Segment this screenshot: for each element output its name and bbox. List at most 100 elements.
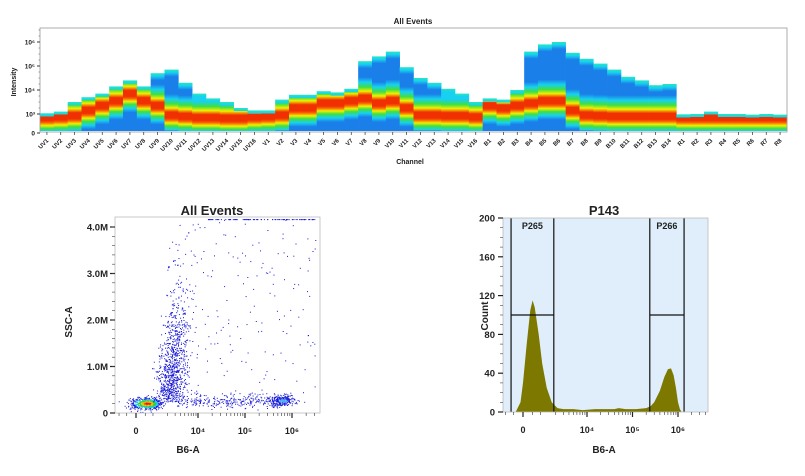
scatter-point [193, 312, 194, 313]
scatter-point [207, 219, 209, 221]
scatter-point [312, 219, 313, 221]
scatter-point [171, 332, 173, 334]
scatter-point [171, 389, 173, 391]
scatter-point [163, 355, 165, 357]
scatter-point [161, 389, 163, 391]
scatter-point [188, 370, 190, 372]
scatter-point [172, 375, 174, 377]
scatter-point [279, 402, 281, 404]
gate-p265[interactable]: P265 [510, 218, 555, 412]
scatter-point [180, 375, 182, 377]
scatter-point [186, 403, 188, 405]
scatter-point [180, 378, 182, 380]
scatter-point [275, 404, 277, 406]
scatter-point [162, 394, 164, 396]
scatter-point [160, 366, 162, 368]
scatter-point [149, 408, 151, 409]
y-tick-label: 2.0M [87, 316, 108, 327]
scatter-point [163, 392, 165, 394]
scatter-point [173, 363, 175, 365]
scatter-point [175, 365, 177, 367]
scatter-point [307, 291, 308, 293]
scatter-point [177, 392, 179, 394]
scatter-point [244, 408, 246, 410]
scatter-point [275, 396, 277, 398]
scatter-point [173, 290, 174, 292]
scatter-point [229, 335, 231, 337]
channel-label: UV6 [107, 138, 120, 151]
scatter-point [159, 365, 161, 367]
scatter-point [225, 219, 227, 221]
scatter-point [203, 251, 205, 252]
scatter-point [170, 372, 172, 374]
scatter-point [173, 354, 175, 356]
scatter-point [150, 410, 152, 412]
scatter-point [196, 390, 198, 392]
scatter-point [178, 391, 179, 393]
scatter-point [158, 401, 160, 403]
scatter-point [189, 290, 191, 292]
scatter-point [236, 401, 238, 403]
scatter-point [173, 338, 175, 340]
scatter-point [298, 284, 300, 286]
scatter-point [131, 407, 133, 409]
scatter-point [237, 398, 239, 400]
scatter-point [244, 402, 246, 404]
gate-p266[interactable]: P266 [649, 218, 685, 412]
scatter-point [153, 405, 155, 407]
scatter-point [164, 389, 165, 390]
channel-label: R2 [691, 138, 701, 148]
channel-label: B8 [580, 138, 590, 148]
scatter-point [166, 347, 168, 349]
scatter-point [145, 407, 146, 409]
scatter-point [150, 403, 151, 404]
scatter-point [193, 293, 195, 295]
scatter-point [215, 405, 217, 407]
scatter-point [169, 385, 171, 387]
scatter-point [227, 402, 229, 404]
scatter-point [156, 376, 158, 378]
scatter-point [177, 307, 179, 309]
scatter-point [171, 398, 173, 400]
spectrum-column-UV10 [164, 69, 179, 131]
scatter-point [261, 330, 263, 332]
spectrum-column-UV3 [67, 102, 82, 131]
scatter-point [174, 335, 176, 336]
scatter-point [154, 398, 156, 400]
scatter-point [172, 383, 174, 385]
scatter-point [169, 327, 171, 329]
scatter-point [230, 398, 232, 400]
scatter-point [151, 405, 153, 407]
scatter-point [176, 306, 178, 308]
spectrum-column-B3 [510, 90, 525, 131]
channel-label: UV13 [201, 138, 216, 153]
scatter-point [242, 401, 243, 402]
scatter-point [172, 316, 174, 318]
scatter-point [266, 401, 268, 403]
scatter-point [293, 399, 295, 400]
scatter-point [147, 407, 149, 409]
scatter-point [276, 310, 278, 312]
scatter-point [191, 404, 193, 406]
spectrum-column-V14 [441, 88, 456, 131]
scatter-point [151, 407, 153, 409]
scatter-point [178, 405, 180, 407]
scatter-point [250, 400, 252, 402]
channel-label: B2 [497, 138, 507, 148]
scatter-point [153, 401, 155, 403]
scatter-point [145, 406, 147, 408]
spectrum-column-V1 [261, 110, 276, 131]
spectrum-column-V8 [358, 61, 373, 132]
scatter-point [169, 381, 171, 383]
scatter-point [179, 286, 181, 288]
scatter-point [175, 393, 177, 395]
scatter-point [172, 397, 174, 399]
scatter-point [284, 404, 286, 406]
scatter-point [246, 324, 248, 326]
scatter-point [216, 397, 218, 399]
scatter-point [192, 290, 194, 292]
scatter-point [159, 367, 161, 369]
scatter-point [269, 401, 271, 403]
scatter-point [178, 370, 180, 372]
scatter-point [226, 400, 228, 402]
